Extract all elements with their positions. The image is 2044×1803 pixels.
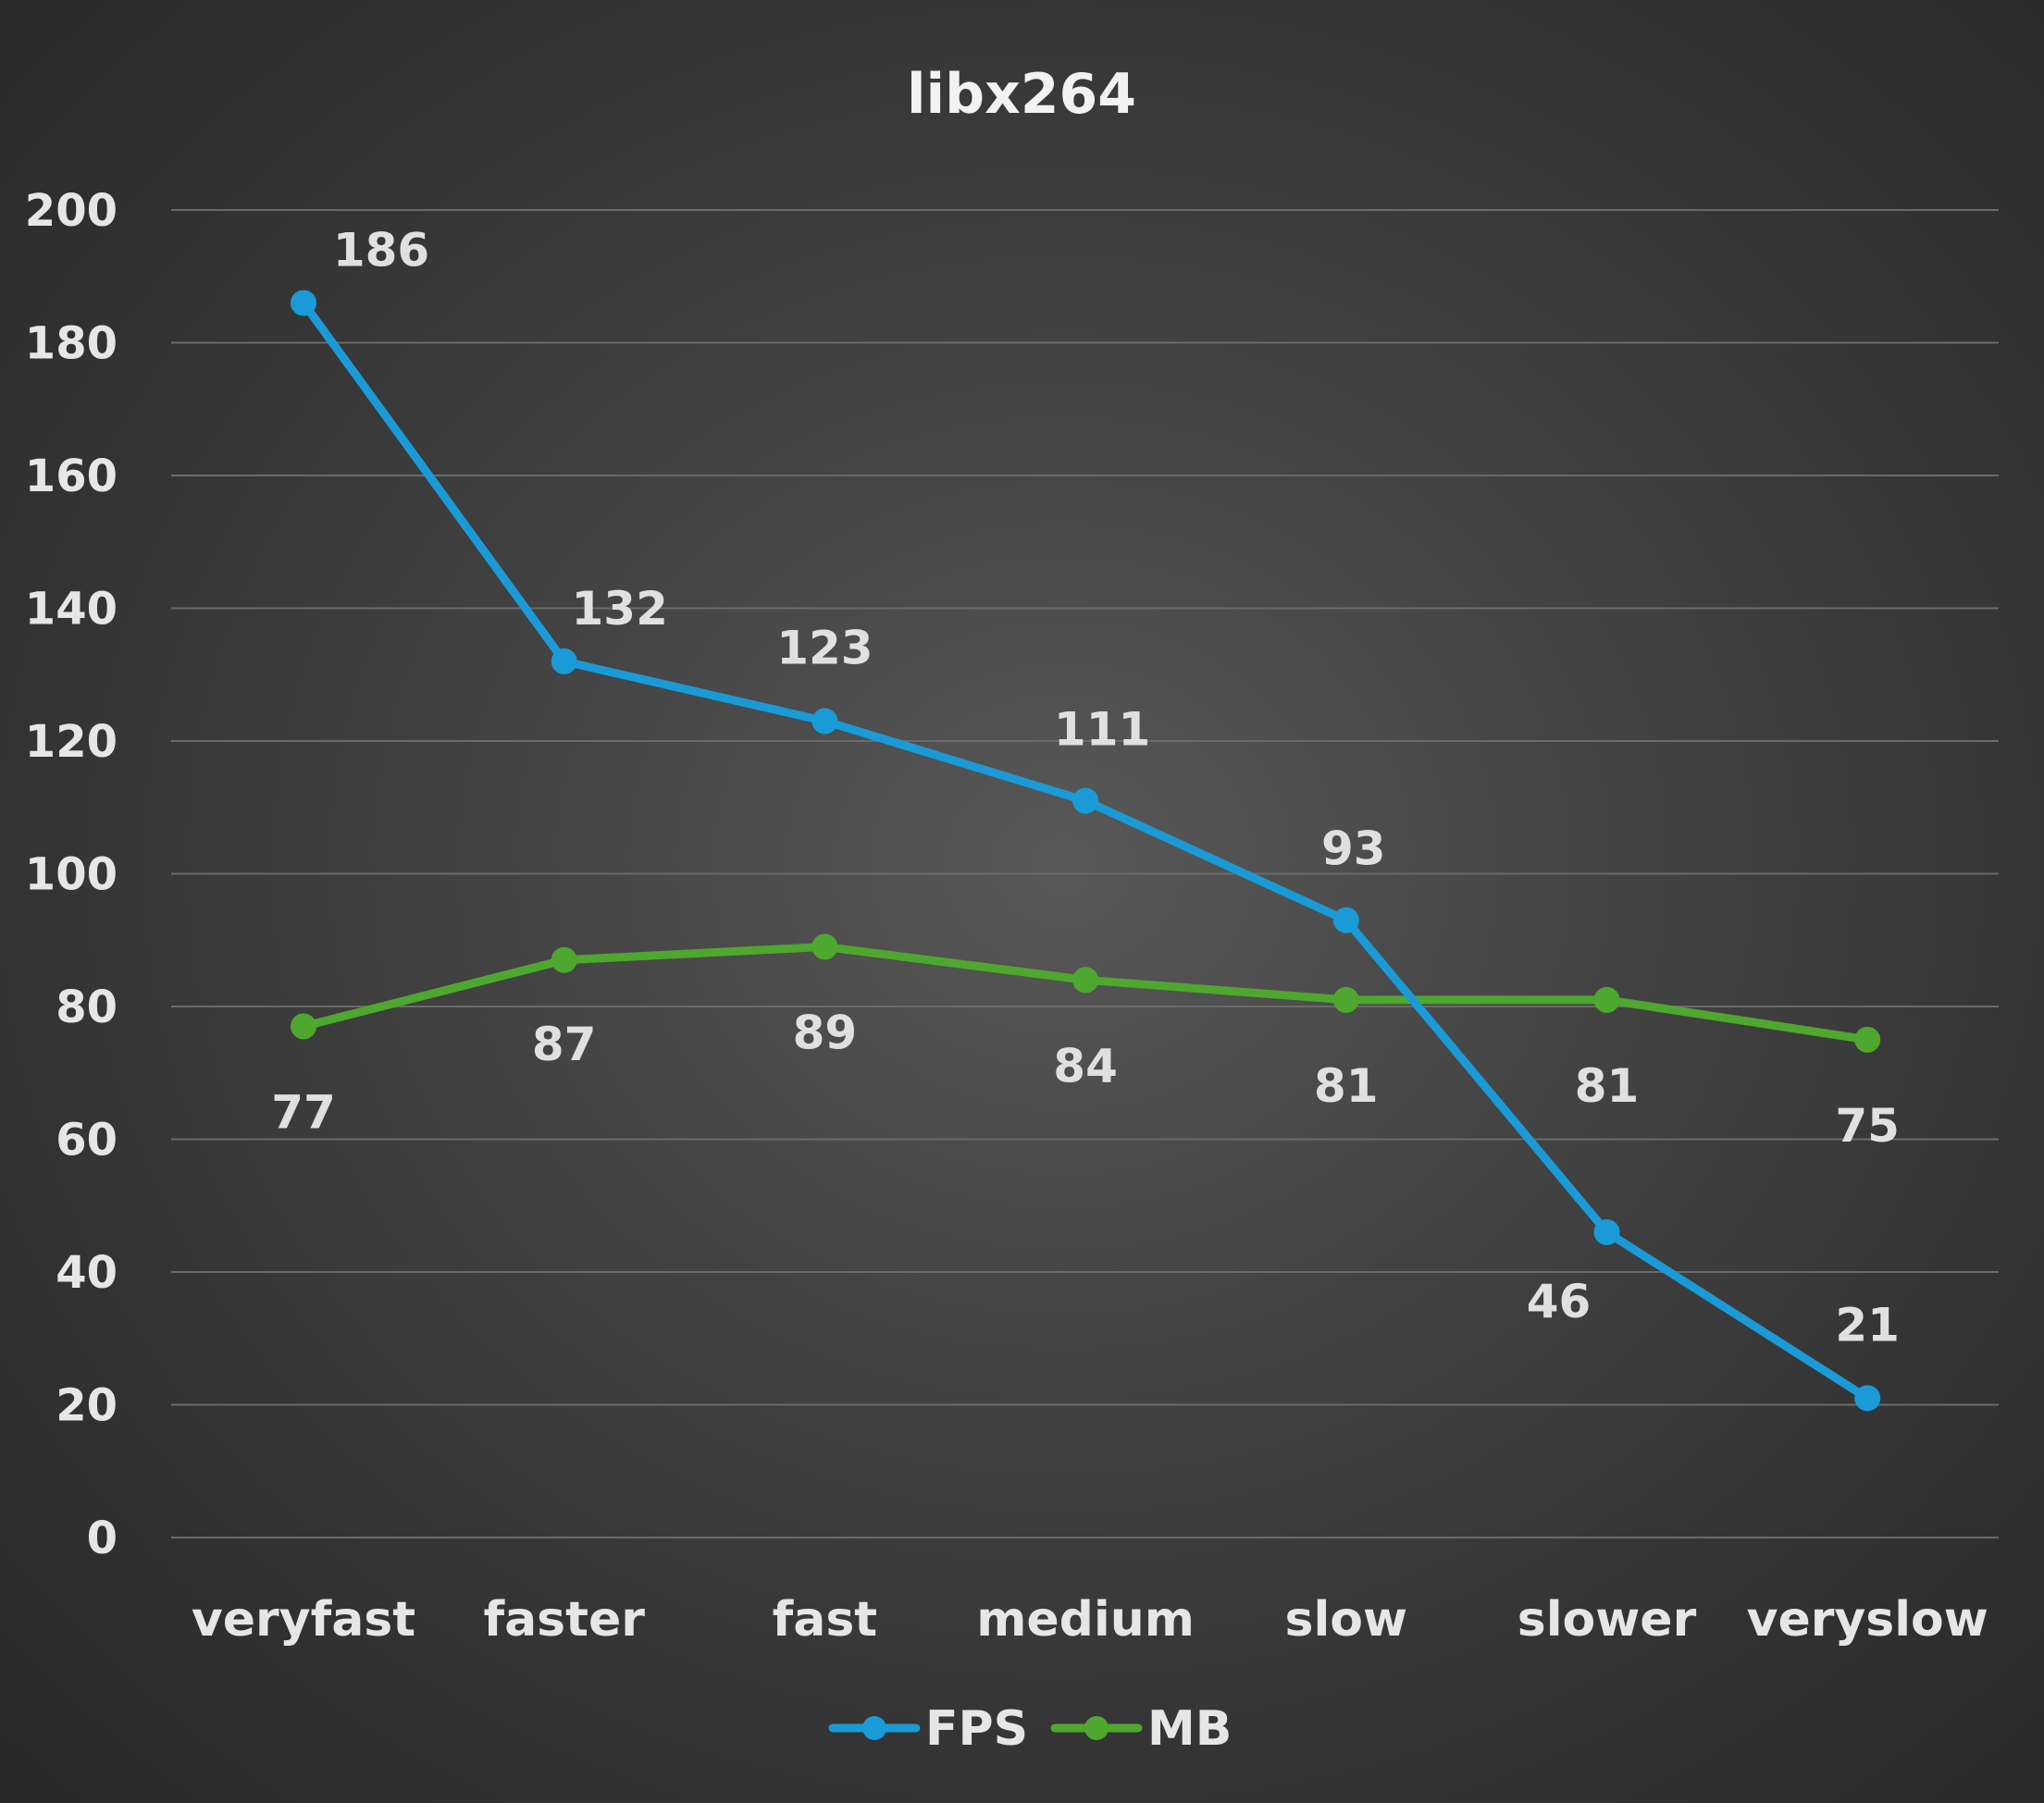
y-tick-label: 100	[25, 849, 118, 901]
data-label-fps: 21	[1835, 1298, 1900, 1352]
legend: FPS MB	[828, 1701, 1232, 1757]
legend-label-mb: MB	[1147, 1701, 1232, 1757]
legend-marker-fps	[862, 1716, 886, 1740]
data-point-fps	[291, 290, 316, 316]
data-point-fps	[1854, 1385, 1881, 1412]
y-tick-label: 160	[25, 451, 118, 502]
x-category-label: slower	[1518, 1592, 1697, 1648]
data-point-fps	[811, 708, 838, 735]
y-tick-label: 40	[56, 1247, 118, 1299]
data-label-mb: 84	[1053, 1039, 1118, 1093]
data-point-mb	[1854, 1026, 1881, 1053]
data-label-fps: 186	[333, 223, 429, 277]
data-point-mb	[1332, 986, 1359, 1013]
series-lines	[291, 290, 1881, 1412]
data-point-mb	[1593, 986, 1620, 1013]
data-label-fps: 111	[1054, 703, 1150, 757]
data-point-mb	[291, 1013, 316, 1040]
x-axis-categories: veryfast faster fast medium slow slower verysl…	[192, 1592, 1988, 1648]
data-point-fps	[1593, 1218, 1620, 1245]
x-category-label: veryslow	[1747, 1592, 1988, 1648]
x-category-label: medium	[976, 1592, 1195, 1648]
y-tick-label: 140	[25, 584, 118, 636]
data-label-fps: 93	[1321, 822, 1386, 876]
data-label-fps: 46	[1527, 1275, 1592, 1328]
y-tick-label: 20	[56, 1380, 118, 1432]
y-tick-label: 60	[56, 1115, 118, 1167]
y-tick-label: 200	[25, 185, 118, 237]
data-label-fps: 123	[776, 621, 873, 674]
y-tick-label: 120	[25, 716, 118, 768]
y-tick-label: 0	[87, 1513, 118, 1564]
data-label-mb: 81	[1314, 1059, 1379, 1113]
chart-title: libx264	[907, 62, 1136, 127]
legend-marker-mb	[1084, 1716, 1109, 1740]
data-point-mb	[811, 933, 838, 960]
data-point-fps	[1332, 907, 1359, 933]
data-point-fps	[1072, 787, 1099, 814]
gridlines	[171, 209, 1999, 1538]
data-label-mb: 89	[793, 1006, 858, 1059]
x-category-label: faster	[483, 1592, 645, 1648]
x-category-label: slow	[1285, 1592, 1408, 1648]
data-point-fps	[551, 648, 577, 674]
legend-label-fps: FPS	[925, 1701, 1028, 1757]
data-label-mb: 75	[1835, 1099, 1900, 1153]
data-label-mb: 87	[532, 1018, 597, 1071]
y-tick-label: 180	[25, 318, 118, 370]
data-point-mb	[551, 946, 577, 973]
x-category-label: fast	[773, 1592, 878, 1648]
data-label-mb: 81	[1575, 1059, 1640, 1113]
data-point-mb	[1072, 967, 1099, 994]
series-line-fps	[299, 298, 1872, 1402]
y-tick-label: 80	[56, 982, 118, 1033]
data-labels: 186 132 123 111 93 46 21 77 87 89 84 81 81 75	[271, 223, 1900, 1352]
data-label-fps: 132	[572, 582, 668, 636]
data-label-mb: 77	[271, 1086, 336, 1140]
y-axis-ticks: 0 20 40 60 80 100 120 140 160 180 200	[25, 185, 118, 1564]
x-category-label: veryfast	[192, 1592, 415, 1648]
